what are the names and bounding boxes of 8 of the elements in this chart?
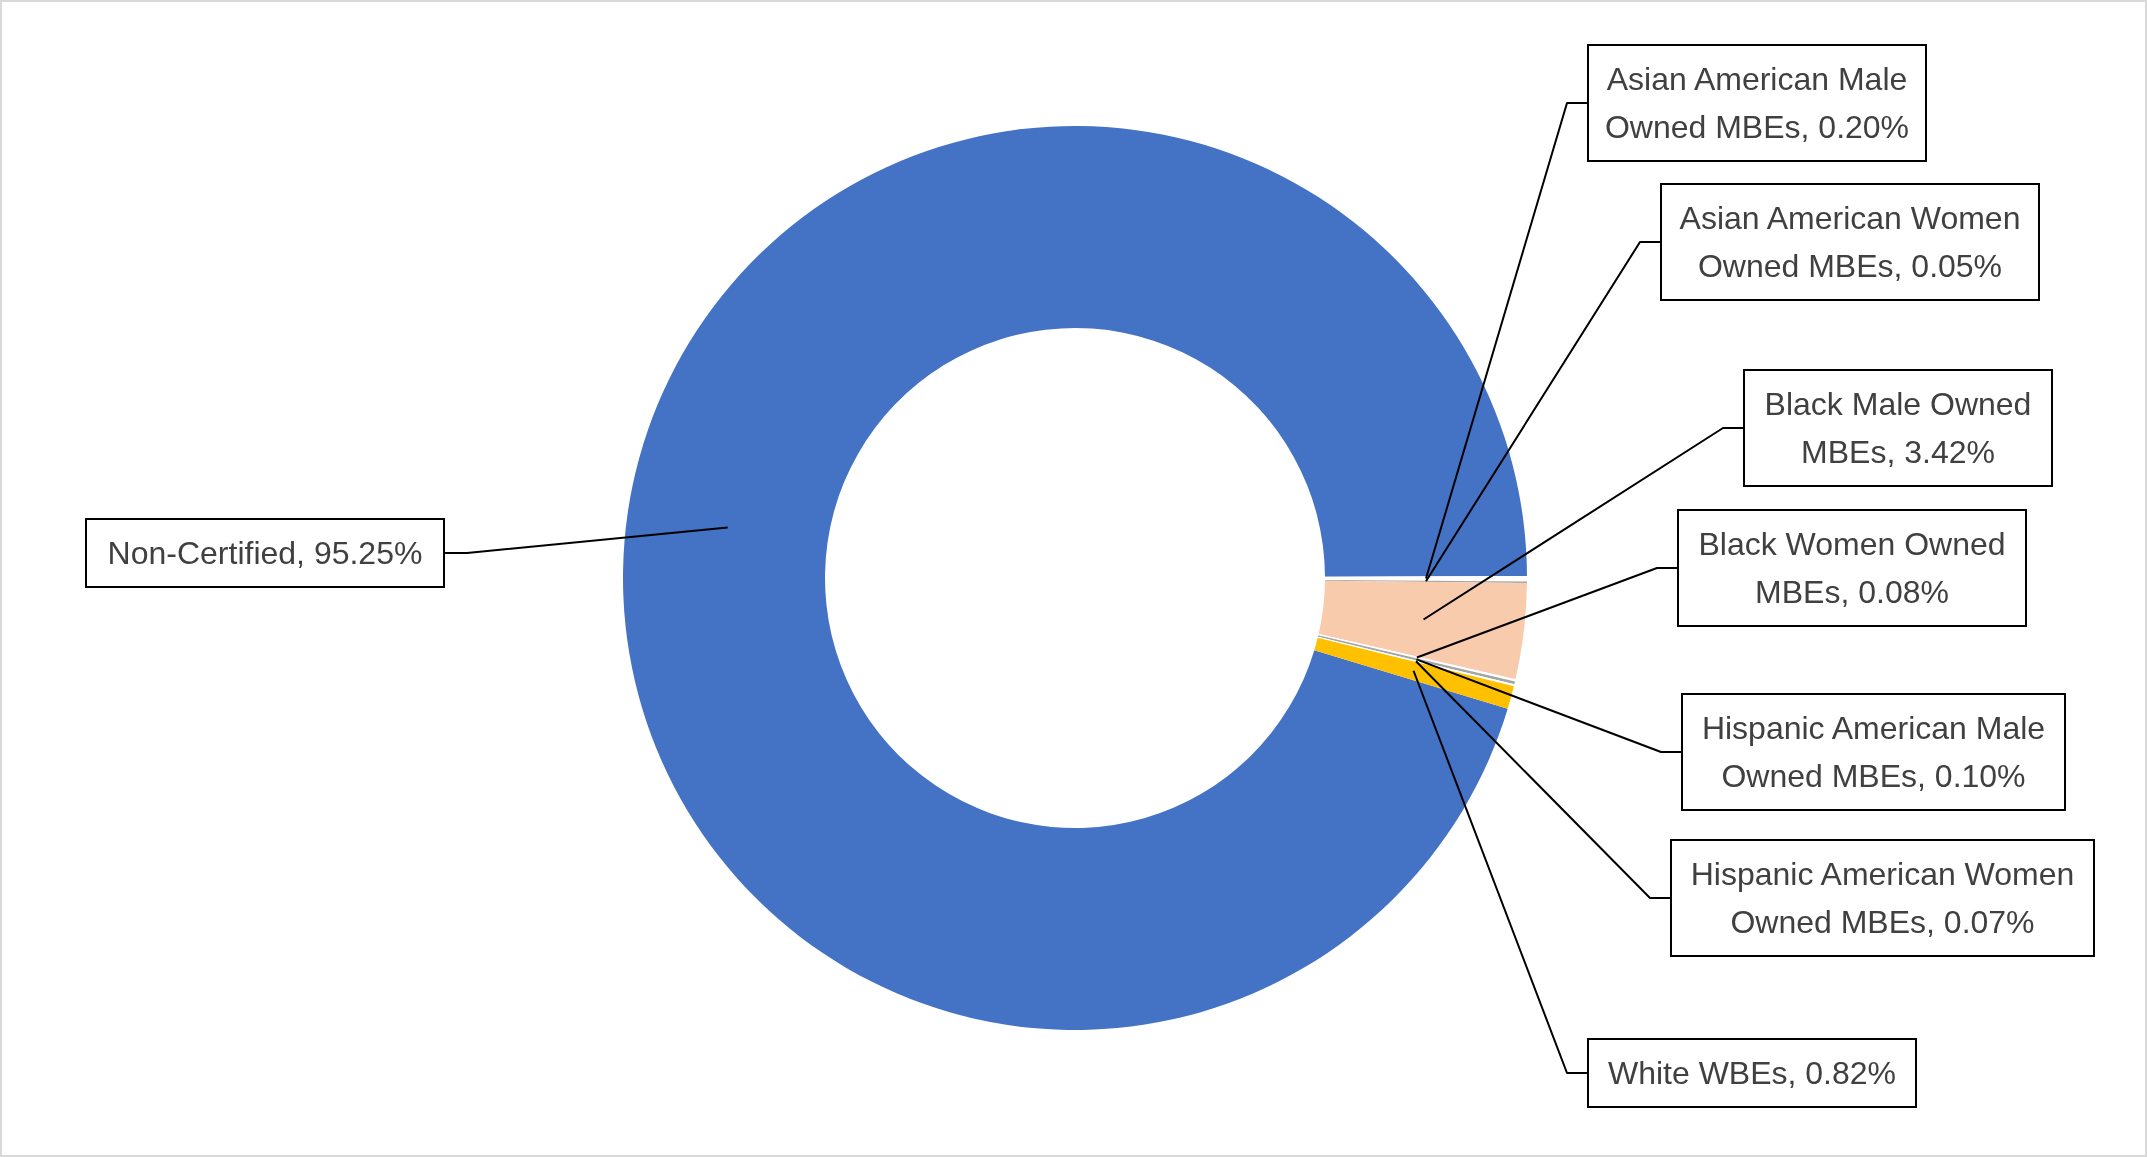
slice-label: Asian American Male Owned MBEs, 0.20%	[1603, 60, 1911, 147]
slice-label: Hispanic American Male Owned MBEs, 0.10%	[1700, 709, 2047, 796]
slice-label: Asian American Women Owned MBEs, 0.05%	[1678, 199, 2022, 286]
slice-label: Hispanic American Women Owned MBEs, 0.07%	[1689, 855, 2076, 942]
slice-label: Black Women Owned MBEs, 0.08%	[1697, 525, 2007, 612]
slice-label: Non-Certified, 95.25%	[106, 534, 424, 573]
slice-label: White WBEs, 0.82%	[1606, 1054, 1898, 1093]
slice-label: Black Male Owned MBEs, 3.42%	[1763, 385, 2033, 472]
